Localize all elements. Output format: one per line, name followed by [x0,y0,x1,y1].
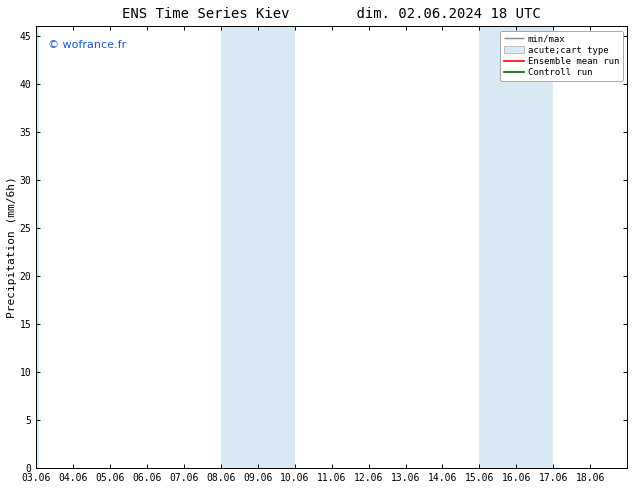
Text: © wofrance.fr: © wofrance.fr [48,40,126,49]
Bar [258,26,295,468]
Bar [36,26,39,468]
Bar [479,26,516,468]
Bar [516,26,553,468]
Legend: min/max, acute;cart type, Ensemble mean run, Controll run: min/max, acute;cart type, Ensemble mean … [500,31,623,81]
Title: ENS Time Series Kiev        dim. 02.06.2024 18 UTC: ENS Time Series Kiev dim. 02.06.2024 18 … [122,7,541,21]
Bar [221,26,258,468]
Y-axis label: Precipitation (mm/6h): Precipitation (mm/6h) [7,176,17,318]
